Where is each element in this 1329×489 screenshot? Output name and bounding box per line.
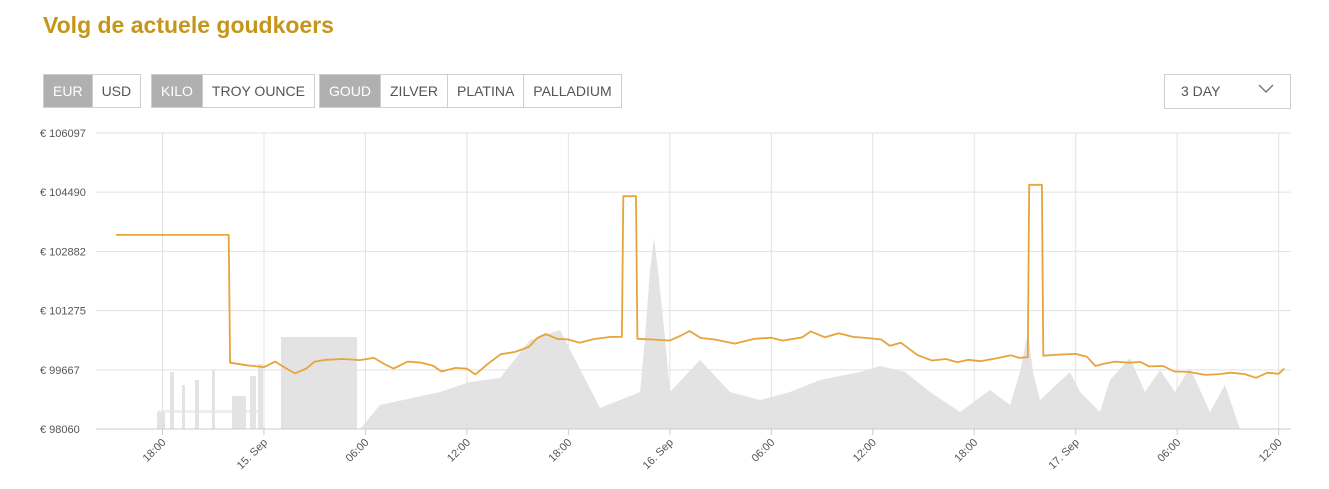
x-tick-label: 16. Sep — [641, 437, 676, 472]
metal-toggle: GOUD ZILVER PLATINA PALLADIUM — [319, 74, 622, 108]
chart-grid — [96, 132, 1291, 430]
metal-palladium-button[interactable]: PALLADIUM — [523, 75, 620, 107]
metal-goud-button[interactable]: GOUD — [320, 75, 380, 107]
unit-kilo-button[interactable]: KILO — [152, 75, 202, 107]
currency-toggle: EUR USD — [43, 74, 142, 108]
unit-troy-ounce-button[interactable]: TROY OUNCE — [201, 75, 314, 107]
y-axis: € 98060 € 99667 € 101275 € 102882 € 104490 € … — [40, 128, 86, 436]
unit-toggle: KILO TROY OUNCE — [151, 74, 315, 108]
x-tick-label: 18:00 — [141, 437, 169, 465]
y-tick-label: € 101275 — [40, 306, 86, 318]
x-axis: 18:00 15. Sep 06:00 12:00 18:00 16. Sep 06:00 1… — [96, 428, 1291, 472]
series-layer — [116, 183, 1285, 379]
page-title: Volg de actuele goudkoers — [43, 12, 334, 38]
y-tick-label: € 104490 — [40, 187, 86, 199]
currency-eur-button[interactable]: EUR — [44, 75, 92, 107]
x-tick-label: 18:00 — [547, 437, 575, 465]
y-tick-label: € 106097 — [40, 128, 86, 140]
x-tick-label: 06:00 — [344, 437, 372, 465]
x-tick-label: 17. Sep — [1047, 437, 1082, 472]
metal-platina-button[interactable]: PLATINA — [446, 75, 523, 107]
x-tick-label: 06:00 — [1155, 437, 1183, 465]
chevron-down-icon — [1258, 84, 1274, 93]
y-tick-label: € 98060 — [40, 424, 80, 436]
range-select[interactable]: 3 DAY — [1164, 74, 1291, 109]
x-tick-label: 06:00 — [749, 437, 777, 465]
skyline-illustration — [157, 238, 1240, 429]
x-tick-label: 12:00 — [1257, 437, 1285, 465]
range-select-value: 3 DAY — [1181, 83, 1221, 99]
metal-zilver-button[interactable]: ZILVER — [380, 75, 447, 107]
x-tick-label: 18:00 — [952, 437, 980, 465]
currency-usd-button[interactable]: USD — [91, 75, 141, 107]
series-line — [116, 183, 1285, 379]
x-tick-label: 15. Sep — [235, 437, 270, 472]
x-tick-label: 12:00 — [851, 437, 879, 465]
y-tick-label: € 102882 — [40, 246, 86, 258]
x-tick-label: 12:00 — [445, 437, 473, 465]
y-tick-label: € 99667 — [40, 365, 80, 377]
